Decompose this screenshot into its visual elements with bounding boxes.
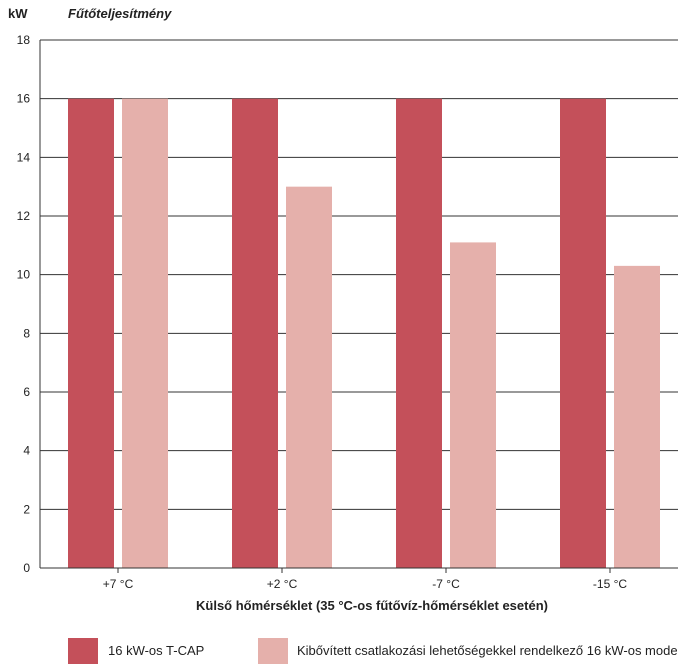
bars — [68, 98, 660, 569]
bar-series-2-4 — [614, 265, 660, 568]
x-tick-label: +7 °C — [103, 577, 134, 591]
bar-series-2-3 — [450, 242, 496, 568]
x-tick-label: -7 °C — [432, 577, 460, 591]
x-tick-label: +2 °C — [267, 577, 298, 591]
bar-series-1-2 — [232, 98, 278, 569]
y-tick-label: 16 — [17, 92, 31, 106]
bar-series-1-4 — [560, 98, 606, 569]
chart-title: Fűtőteljesítmény — [68, 6, 172, 21]
y-axis-unit-label: kW — [8, 6, 28, 21]
y-tick-label: 4 — [23, 444, 30, 458]
y-tick-label: 8 — [23, 326, 30, 340]
legend-label-series-1: 16 kW-os T-CAP — [108, 643, 204, 658]
y-tick-label: 12 — [17, 209, 31, 223]
y-tick-label: 6 — [23, 385, 30, 399]
axes — [39, 40, 678, 569]
bar-series-1-1 — [68, 98, 114, 569]
x-axis-label: Külső hőmérséklet (35 °C-os fűtővíz-hőmé… — [196, 598, 548, 613]
y-tick-label: 2 — [23, 502, 30, 516]
legend-swatch-series-2 — [258, 638, 288, 664]
legend-label-series-2: Kibővített csatlakozási lehetőségekkel r… — [297, 643, 678, 658]
y-tick-label: 10 — [17, 268, 31, 282]
bar-series-1-3 — [396, 98, 442, 569]
bar-series-2-2 — [286, 186, 332, 568]
bar-series-2-1 — [122, 98, 168, 569]
x-tick-label: -15 °C — [593, 577, 627, 591]
y-tick-labels: 0 2 4 6 8 10 12 14 16 18 — [17, 33, 31, 575]
y-tick-label: 0 — [23, 561, 30, 575]
x-tick-labels: +7 °C +2 °C -7 °C -15 °C — [103, 568, 627, 591]
legend-swatch-series-1 — [68, 638, 98, 664]
y-tick-label: 18 — [17, 33, 31, 47]
legend: 16 kW-os T-CAP Kibővített csatlakozási l… — [68, 638, 678, 664]
y-tick-label: 14 — [17, 150, 31, 164]
